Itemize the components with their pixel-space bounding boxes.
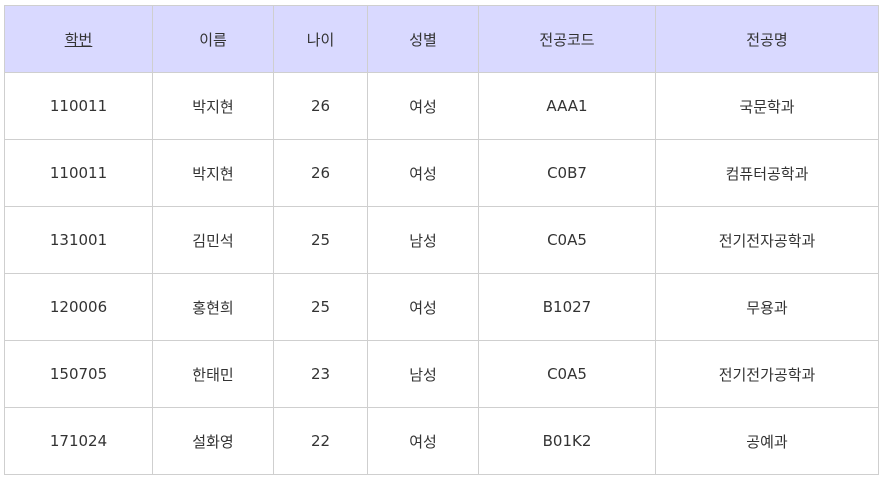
cell-age: 25 (273, 273, 368, 341)
table-body: 110011 박지현 26 여성 AAA1 국문학과 110011 박지현 26… (4, 72, 879, 475)
cell-student-id: 131001 (4, 206, 153, 274)
column-header-student-id[interactable]: 학번 (4, 5, 153, 73)
cell-age: 23 (273, 340, 368, 408)
cell-gender: 여성 (367, 407, 479, 475)
cell-major-code: C0A5 (478, 206, 656, 274)
table-row: 150705 한태민 23 남성 C0A5 전기전가공학과 (4, 340, 879, 408)
cell-gender: 여성 (367, 72, 479, 140)
cell-major-code: C0B7 (478, 139, 656, 207)
cell-student-id: 120006 (4, 273, 153, 341)
cell-student-id: 110011 (4, 72, 153, 140)
cell-major-code: C0A5 (478, 340, 656, 408)
cell-major-name: 국문학과 (655, 72, 879, 140)
cell-major-name: 공예과 (655, 407, 879, 475)
header-row: 학번 이름 나이 성별 전공코드 전공명 (4, 5, 879, 73)
cell-name: 박지현 (152, 72, 274, 140)
column-header-name: 이름 (152, 5, 274, 73)
table-header: 학번 이름 나이 성별 전공코드 전공명 (4, 5, 879, 73)
cell-major-name: 전기전자공학과 (655, 206, 879, 274)
cell-age: 26 (273, 139, 368, 207)
cell-gender: 남성 (367, 206, 479, 274)
cell-major-code: AAA1 (478, 72, 656, 140)
cell-age: 22 (273, 407, 368, 475)
cell-major-name: 무용과 (655, 273, 879, 341)
cell-major-name: 전기전가공학과 (655, 340, 879, 408)
cell-major-code: B01K2 (478, 407, 656, 475)
cell-student-id: 150705 (4, 340, 153, 408)
cell-age: 26 (273, 72, 368, 140)
column-header-age: 나이 (273, 5, 368, 73)
column-header-gender: 성별 (367, 5, 479, 73)
table-row: 110011 박지현 26 여성 AAA1 국문학과 (4, 72, 879, 140)
table-row: 171024 설화영 22 여성 B01K2 공예과 (4, 407, 879, 475)
cell-student-id: 171024 (4, 407, 153, 475)
cell-student-id: 110011 (4, 139, 153, 207)
column-header-major-name: 전공명 (655, 5, 879, 73)
table-row: 110011 박지현 26 여성 C0B7 컴퓨터공학과 (4, 139, 879, 207)
cell-major-name: 컴퓨터공학과 (655, 139, 879, 207)
cell-name: 홍현희 (152, 273, 274, 341)
student-id-sort-link[interactable]: 학번 (64, 30, 93, 49)
cell-name: 김민석 (152, 206, 274, 274)
column-header-major-code: 전공코드 (478, 5, 656, 73)
cell-gender: 여성 (367, 139, 479, 207)
cell-major-code: B1027 (478, 273, 656, 341)
cell-name: 박지현 (152, 139, 274, 207)
cell-age: 25 (273, 206, 368, 274)
cell-gender: 여성 (367, 273, 479, 341)
cell-gender: 남성 (367, 340, 479, 408)
student-table: 학번 이름 나이 성별 전공코드 전공명 110011 박지현 26 여성 AA… (4, 5, 879, 475)
table-row: 131001 김민석 25 남성 C0A5 전기전자공학과 (4, 206, 879, 274)
cell-name: 설화영 (152, 407, 274, 475)
cell-name: 한태민 (152, 340, 274, 408)
student-table-container: 학번 이름 나이 성별 전공코드 전공명 110011 박지현 26 여성 AA… (4, 5, 879, 475)
table-row: 120006 홍현희 25 여성 B1027 무용과 (4, 273, 879, 341)
